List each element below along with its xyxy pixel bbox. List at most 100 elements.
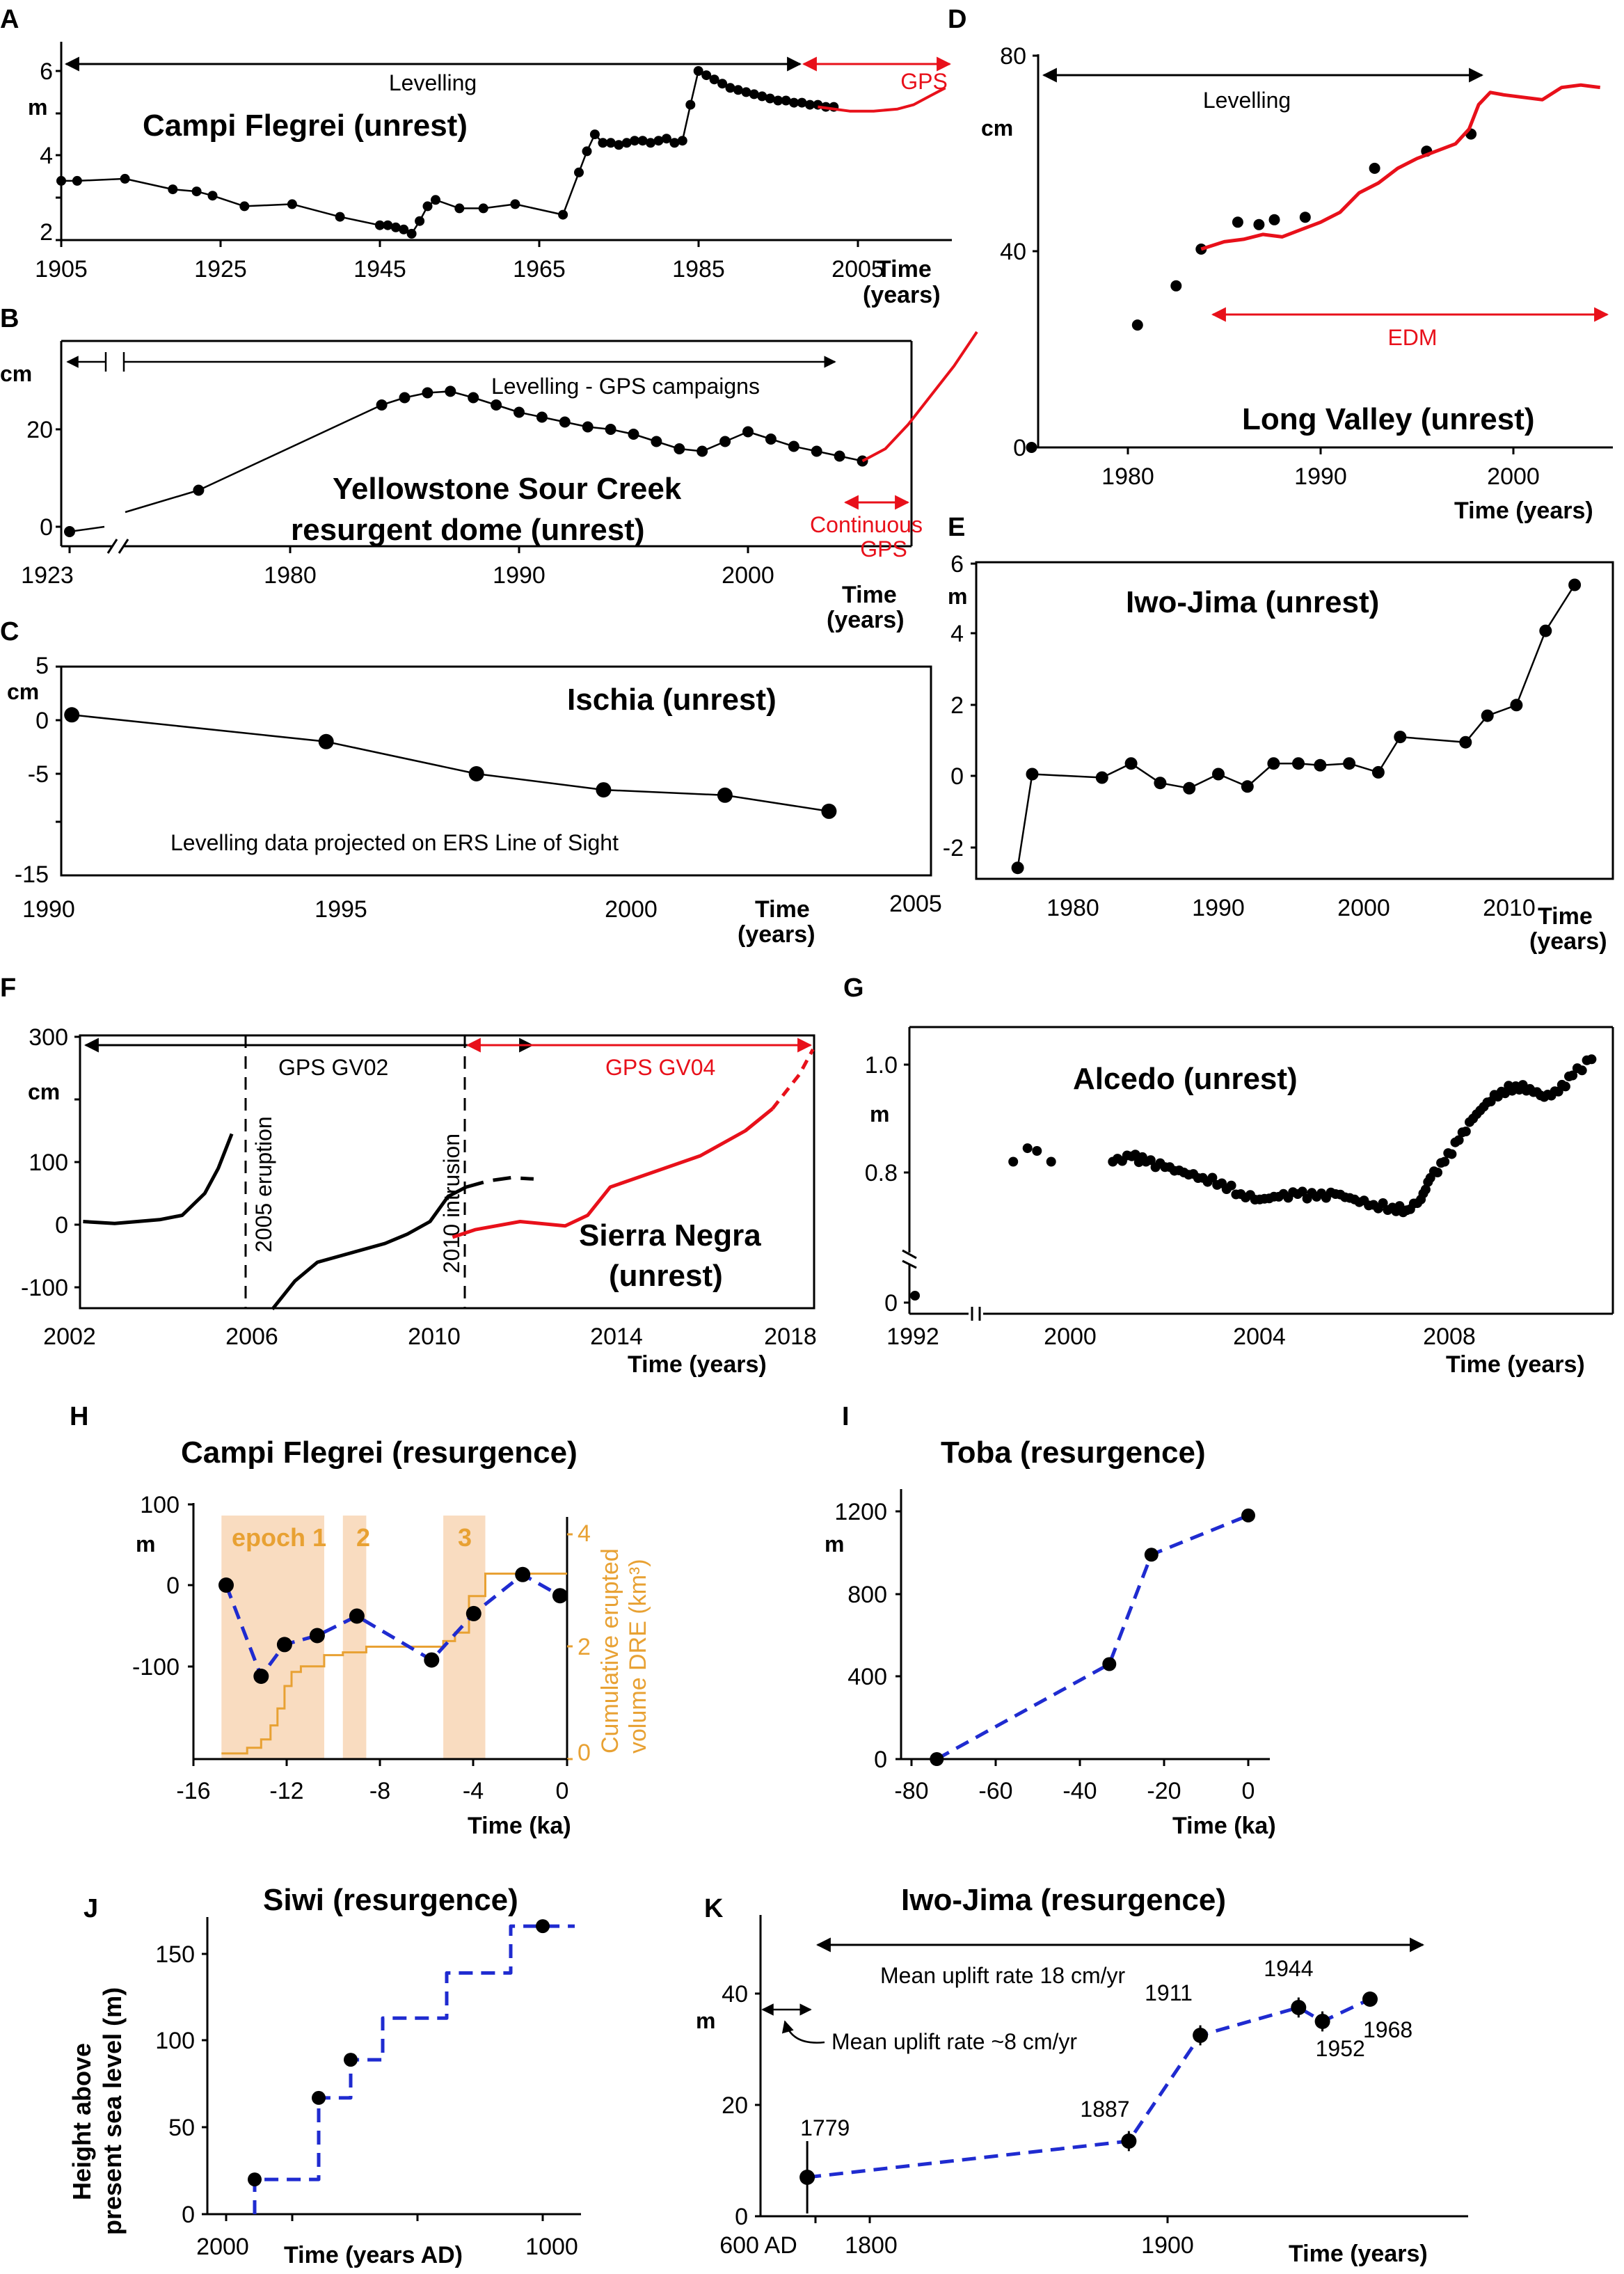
data-point-e-8 [1267, 757, 1280, 770]
x-axis-title-f: Time (years) [628, 1351, 767, 1378]
plot-c [64, 707, 837, 819]
x-tick-label-c-1995: 1995 [315, 896, 367, 923]
data-point-g-dense [1460, 1127, 1471, 1136]
x-tick-label-i-m40: -40 [1062, 1778, 1097, 1804]
data-point-b-levelling-0 [193, 484, 205, 496]
panel-label-g: G [843, 973, 864, 1003]
data-point-a-levelling-5 [207, 191, 218, 201]
data-point-k-4 [1314, 2014, 1330, 2029]
panel-f: F 300 100 0 -100 cm 2002 2006 2010 2014 … [0, 973, 817, 1378]
data-point-b-levelling-9 [559, 416, 571, 428]
x-ticks-a [60, 240, 859, 247]
x-tick-label-j-2000: 2000 [196, 2234, 249, 2260]
x-tick-label-h-m12: -12 [269, 1778, 303, 1804]
data-point-g-dense [1447, 1149, 1457, 1159]
panel-label-d: D [948, 5, 966, 34]
x-axis-title-h: Time (ka) [468, 1813, 571, 1839]
x-tick-label-a-1985: 1985 [672, 256, 725, 283]
data-point-g-dense [1226, 1180, 1236, 1191]
x-tick-label-a-2005: 2005 [831, 256, 884, 283]
data-point-a-levelling-19 [510, 199, 520, 209]
y-unit-d: cm [981, 116, 1013, 141]
x-tick-label-b-1923: 1923 [21, 562, 74, 589]
panel-i: I Toba (resurgence) 1200 800 400 0 m -80… [825, 1402, 1276, 1839]
data-point-e-9 [1292, 757, 1305, 770]
series-line-h-uplift [224, 1573, 562, 1678]
panel-label-b: B [0, 304, 19, 333]
plot-g [910, 1054, 1597, 1301]
epoch2-label-h: 2 [356, 1523, 370, 1552]
data-point-a-levelling-41 [733, 85, 743, 95]
x-axis-title-a: Time [877, 256, 932, 283]
title-d: Long Valley (unrest) [1242, 402, 1535, 436]
series-line-e [1017, 584, 1576, 868]
y2-axis-title-h-line2: volume DRE (km³) [625, 1559, 651, 1754]
plot-j [248, 1919, 575, 2214]
frame-c [60, 665, 932, 877]
x-tick-label-i-m60: -60 [978, 1778, 1012, 1804]
data-point-a-levelling-3 [168, 184, 178, 195]
x-tick-label-k-1800: 1800 [845, 2232, 898, 2259]
y-ticks-a [56, 70, 61, 241]
plot-i [930, 1508, 1255, 1766]
point-label-k-1944: 1944 [1264, 1956, 1313, 1981]
data-point-g-2 [1022, 1143, 1033, 1154]
y-unit-f: cm [28, 1079, 60, 1104]
y-tick-label-j-0: 0 [182, 2202, 195, 2228]
data-point-h-2 [276, 1637, 292, 1653]
y2-tick-label-h-0: 0 [578, 1740, 591, 1766]
y-tick-label-b-20: 20 [26, 417, 53, 443]
data-point-b-levelling-2 [399, 392, 411, 404]
data-point-b-levelling-7 [514, 406, 525, 418]
x-tick-label-c-2005: 2005 [889, 891, 942, 917]
y-tick-label-c-5: 5 [35, 653, 49, 679]
levelling-label-a: Levelling [389, 70, 477, 95]
x-tick-label-e-2010: 2010 [1483, 895, 1536, 921]
y2-axis-title-h-line1: Cumulative erupted [597, 1548, 623, 1754]
y-tick-label-k-20: 20 [722, 2092, 748, 2119]
data-point-g-dense [1231, 1189, 1241, 1200]
series-line-k [806, 1997, 1371, 2179]
x-axis-title-c: Time [755, 896, 810, 923]
series-line-f-gv02-dashed [465, 1176, 534, 1189]
title-a: Campi Flegrei (unrest) [143, 109, 468, 143]
data-point-g-dense [1307, 1188, 1317, 1198]
levelling-ers-label-c: Levelling data projected on ERS Line of … [170, 830, 619, 855]
data-point-c-5 [821, 803, 837, 819]
data-point-g-dense [1564, 1071, 1574, 1081]
data-point-a-levelling-43 [749, 89, 759, 100]
panel-h: H Campi Flegrei (resurgence) 100 0 -100 … [70, 1402, 651, 1839]
x-axis-title-k: Time (years) [1289, 2241, 1428, 2267]
x-tick-label-g-1992: 1992 [886, 1323, 939, 1350]
data-point-g-dense [1288, 1187, 1298, 1198]
data-point-a-levelling-38 [709, 74, 719, 85]
epoch-band-h-3 [443, 1516, 486, 1759]
x-tick-label-c-2000: 2000 [605, 896, 658, 923]
x-axis-title-i: Time (ka) [1172, 1813, 1276, 1839]
data-point-i-0 [930, 1752, 944, 1766]
x-tick-label-b-1990: 1990 [493, 562, 546, 589]
panel-label-k: K [704, 1894, 724, 1923]
y-tick-label-i-400: 400 [847, 1664, 887, 1690]
x-axis-unit-b: (years) [827, 607, 905, 633]
x-tick-label-e-2000: 2000 [1337, 895, 1390, 921]
plot-e [1011, 578, 1582, 875]
data-point-j-3 [536, 1919, 550, 1934]
x-tick-label-f-2006: 2006 [225, 1323, 278, 1350]
x-tick-label-k-600ad: 600 AD [719, 2232, 797, 2259]
data-point-g-dense [1436, 1158, 1447, 1168]
data-point-i-1 [1102, 1657, 1117, 1671]
data-point-a-levelling-18 [478, 203, 488, 214]
y-tick-label-d-40: 40 [1000, 239, 1026, 265]
data-point-e-1 [1026, 768, 1039, 781]
data-point-e-6 [1212, 768, 1225, 781]
data-point-b-levelling-16 [719, 436, 731, 447]
point-label-k-1952: 1952 [1316, 2036, 1365, 2061]
x-tick-label-b-2000: 2000 [722, 562, 774, 589]
data-point-b-levelling-3 [422, 387, 433, 399]
x-tick-label-a-1905: 1905 [35, 256, 88, 283]
data-point-a-levelling-47 [781, 95, 791, 106]
data-point-a-levelling-20 [558, 209, 568, 220]
